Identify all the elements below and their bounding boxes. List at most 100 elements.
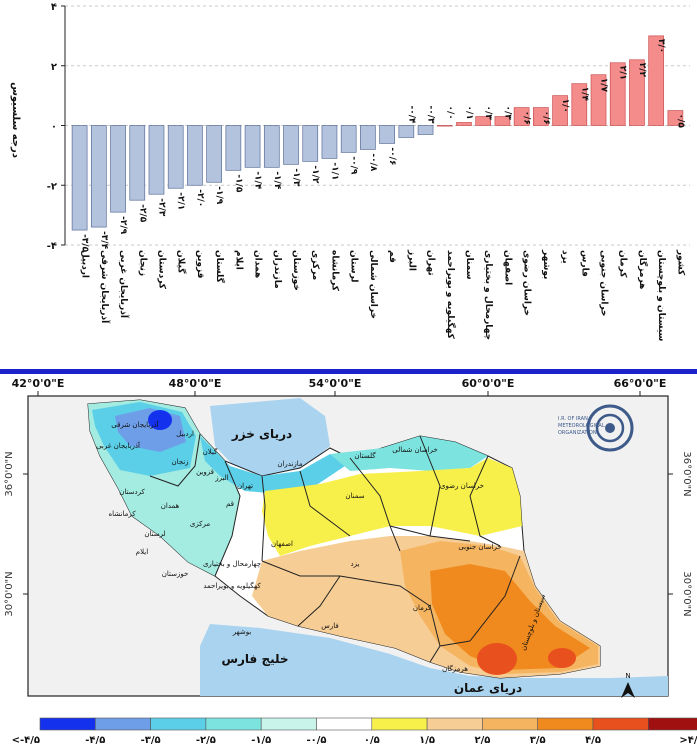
bar-21	[456, 122, 472, 126]
bar-2	[90, 125, 107, 228]
bar-value-label: -۰/۴	[406, 106, 416, 125]
label-razavi-khorasan: خراسان رضوی	[440, 482, 484, 490]
bar-14	[321, 125, 338, 159]
bar-value-label: ۲/۲	[637, 63, 647, 78]
legend-label-4: -۲/۵	[196, 735, 216, 746]
x-tick-label: بوشهر	[541, 249, 551, 279]
x-tick-label: قم	[387, 250, 397, 263]
x-tick-label: تهران	[426, 250, 436, 276]
bar-value-label: -۲/۳	[156, 198, 166, 217]
bar-value-label: ۰/۶	[541, 111, 551, 125]
logo-text-3: ORGANIZATION	[558, 430, 597, 436]
x-tick-label: زنجان	[137, 250, 147, 276]
label-west-azerbaijan: آذربایجان غربی	[96, 441, 141, 450]
label-hamedan: همدان	[161, 502, 180, 510]
gulf-and-oman-sea	[200, 624, 668, 696]
bar-27	[571, 83, 588, 126]
bar-value-label: -۱/۵	[233, 174, 243, 193]
label-gilan: گیلان	[203, 447, 218, 456]
label-golestan: گلستان	[354, 451, 376, 460]
y-axis-label: درجه سلسیوس	[10, 82, 21, 158]
x-tick-label: کردستان	[156, 250, 166, 290]
legend-swatch-5	[260, 717, 317, 731]
label-kerman: کرمان	[413, 604, 432, 612]
bar-23	[494, 116, 511, 126]
label-ardabil: اردبیل	[176, 430, 194, 438]
legend-label-6: -۰/۵	[306, 735, 326, 746]
bar-value-label: ۳/۰	[656, 39, 666, 53]
logo-dot	[605, 423, 615, 433]
x-tick-label: هرمزگان	[637, 250, 649, 289]
y-tick-label: -۴	[47, 241, 57, 252]
bar-13	[302, 125, 319, 162]
x-tick-label: گیلان	[176, 250, 188, 274]
longitude-labels: 42°0'0"E 48°0'0"E 54°0'0"E 60°0'0"E 66°0…	[12, 377, 667, 390]
label-yazd: یزد	[351, 560, 360, 568]
legend-label-7: ۰/۵	[364, 735, 380, 746]
label-isfahan: اصفهان	[271, 540, 293, 548]
bar-20	[436, 125, 453, 127]
bar-value-label: -۲/۰	[195, 189, 205, 207]
bar-19	[417, 125, 434, 135]
lat-label-30-left: 30°0'0"N	[4, 571, 15, 616]
label-east-azerbaijan: آذربایجان شرقی	[111, 420, 159, 429]
bar-29	[609, 62, 626, 126]
logo-text-1: I.R. OF IRAN	[558, 416, 588, 422]
north-arrow-letter: N	[625, 672, 630, 680]
x-tick-label: اصفهان	[502, 250, 512, 285]
bar-value-label: ۱/۴	[579, 87, 589, 102]
label-kohgiluyeh: کهگیلویه و بویراحمد	[203, 581, 261, 590]
label-ilam: ایلام	[136, 548, 148, 556]
north-arrow-icon	[621, 682, 635, 698]
legend-swatch-1	[39, 717, 96, 731]
bar-15	[340, 125, 357, 153]
x-tick-label: اردبیل	[80, 250, 90, 278]
bar-value-label: -۲/۱	[176, 192, 186, 210]
label-fars: فارس	[321, 622, 338, 630]
bar-value-label: ۰/۳	[483, 106, 493, 121]
bar-value-label: -۳/۴	[99, 231, 109, 250]
lat-label-36-right: 36°0'0"N	[681, 451, 692, 496]
x-tick-label: خراسان رضوی	[522, 250, 532, 316]
x-tick-label: فارس	[579, 250, 589, 277]
x-tick-label: آذربایجان شرقی	[99, 250, 111, 324]
legend-label-11: ۴/۵	[585, 735, 601, 746]
color-legend: <-۴/۵ -۴/۵ -۳/۵ -۲/۵ -۱/۵ -۰/۵ ۰/۵ ۱/۵ ۲/۵ ۳/۵ ۴/۵…	[12, 717, 697, 746]
bar-6	[167, 125, 184, 189]
lon-label-48: 48°0'0"E	[169, 377, 222, 390]
legend-swatch-11	[592, 717, 649, 731]
label-zanjan: زنجان	[171, 458, 188, 466]
label-oman-sea: دریای عمان	[454, 681, 522, 695]
bar-32	[667, 110, 684, 126]
zone-cool-northeast	[330, 436, 488, 471]
bar-value-label: -۱/۴	[253, 171, 263, 190]
legend-swatch-9	[482, 717, 538, 731]
lat-label-36-left: 36°0'0"N	[4, 451, 15, 496]
bar-10	[244, 125, 261, 168]
section-divider	[0, 369, 697, 374]
x-tick-label: سمنان	[464, 250, 474, 280]
x-tick-label: مازندران	[272, 250, 282, 289]
bar-value-label: -۳/۵	[80, 234, 90, 253]
y-tick-label: -۲	[47, 181, 57, 192]
bar-value-label: ۱/۷	[599, 78, 609, 93]
bar-18	[398, 125, 415, 138]
bar-26	[552, 95, 568, 126]
legend-swatch-2	[95, 717, 151, 731]
bar-value-label: ۱/۰	[560, 99, 570, 113]
bar-value-label: -۱/۴	[272, 171, 282, 190]
bar-30	[629, 59, 645, 126]
label-chaharmahal: چهارمحال و بختیاری	[203, 560, 261, 568]
bar-31	[648, 35, 665, 126]
label-qazvin: قزوین	[196, 468, 214, 476]
bar-value-label: -۱/۹	[214, 186, 224, 205]
x-tick-label: ایلام	[233, 250, 243, 270]
legend-swatch-8	[426, 717, 483, 731]
bar-7	[187, 125, 203, 186]
y-tick-label: ۲	[51, 62, 57, 73]
label-alborz: البرز	[214, 474, 228, 482]
label-hormozgan: هرمزگان	[442, 664, 468, 673]
label-tehran: تهران	[237, 482, 253, 490]
legend-label-5: -۱/۵	[251, 735, 271, 746]
irimo-logo: I.R. OF IRAN METEOROLOGICAL ORGANIZATION	[558, 404, 634, 452]
